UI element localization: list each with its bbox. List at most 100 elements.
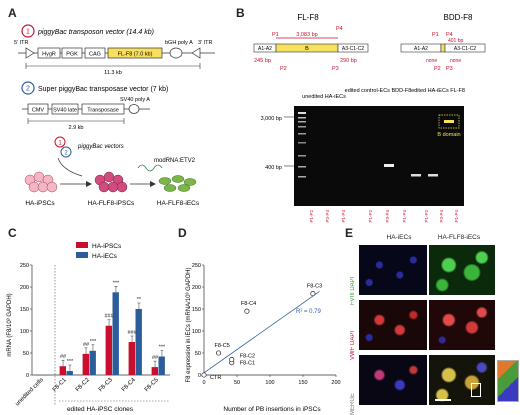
c-x-tick-label: F8-C4 xyxy=(121,377,137,393)
c-significance: *** xyxy=(90,339,97,345)
ipsc-cluster xyxy=(24,171,58,193)
panel-e: HA-iECs HA-FLF8-iECs FVIII DAPI VWF DAPI… xyxy=(345,225,520,415)
fl-bp290: 290 bp xyxy=(340,58,357,64)
c-bar-ha-ipscs-3 xyxy=(105,325,112,375)
d-y-tick-label: 250 xyxy=(192,263,201,269)
fl-a1a2: A1-A2 xyxy=(258,46,272,52)
lane-primer-label: P1-P2 xyxy=(368,210,373,223)
d-y-tick-label: 50 xyxy=(195,351,201,357)
bdd-p3: P3 xyxy=(446,66,453,72)
step1-circle xyxy=(21,24,35,38)
e-row1-label: FVIII DAPI xyxy=(350,276,356,305)
flf8-iec-cluster xyxy=(158,175,197,192)
panel-label-a: A xyxy=(8,6,17,20)
e-row2-label: VWF DAPI xyxy=(350,330,356,360)
ladder-top: 3,000 bp xyxy=(261,116,282,122)
d-y-tick-label: 0 xyxy=(198,373,201,379)
c-ylabel: mRNA (F8/10³ GAPDH) xyxy=(7,293,13,356)
cag-label: CAG xyxy=(89,52,101,58)
c-bar-ha-iecs-5 xyxy=(158,356,165,375)
cmv-label: CMV xyxy=(32,108,45,114)
panel-c-bar-chart: mRNA (F8/10³ GAPDH) HA-iPSCs HA-iECs edi… xyxy=(7,242,170,413)
c-legend-ipsc-swatch xyxy=(76,242,88,248)
d-point-f8-c3 xyxy=(310,291,316,297)
bgh-label: bGH poly A xyxy=(165,40,193,46)
c-x-tick-label: F8-C3 xyxy=(98,377,114,393)
pgk-box xyxy=(61,47,83,59)
c-bar-ha-ipscs-1 xyxy=(59,366,66,375)
hygr-label: HygR xyxy=(42,52,56,58)
c-bar-ha-iecs-3 xyxy=(112,292,119,375)
flf8-ipsc-cluster xyxy=(94,171,128,193)
e-col2-header: HA-FLF8-iECs xyxy=(437,234,481,241)
step1-number: 1 xyxy=(26,29,30,36)
workflow-step1: 1 xyxy=(58,141,62,147)
fl-p2: P2 xyxy=(280,66,287,72)
sv40polya-label: SV40 poly A xyxy=(120,97,150,103)
lane-header-2: edited control-ECs BDD-F8 xyxy=(345,88,412,94)
transposase-box xyxy=(81,103,125,115)
ladder xyxy=(298,112,306,178)
bdd-none1: none xyxy=(426,58,437,64)
lane-primer-label: P3-P4 xyxy=(439,210,444,223)
c-bar-ha-iecs-0 xyxy=(43,375,50,376)
c-bar-ha-ipscs-4 xyxy=(128,342,135,375)
vectors-label: piggyBac vectors xyxy=(77,144,124,150)
c-y-tick-label: 100 xyxy=(20,329,29,335)
fl-bp245: 245 bp xyxy=(254,58,271,64)
inset-marker xyxy=(471,383,481,397)
d-x-tick-label: 200 xyxy=(331,380,340,386)
d-ylabel: F8 expression in iECs (mRNA/10³ GAPDH) xyxy=(186,267,192,382)
sv40-label: SV40 late xyxy=(53,108,77,114)
panel-b-diagram: FL-F8 BDD-F8 A1-A2 B A3-C1-C2 3,083 bp P… xyxy=(253,13,486,223)
c-legend-iec-swatch xyxy=(76,252,88,258)
cell1-label: HA-iPSCs xyxy=(25,200,55,207)
cell2-label: HA-FLF8-iPSCs xyxy=(88,200,135,207)
itr3-triangle xyxy=(191,47,201,59)
c-bar-ha-ipscs-2 xyxy=(82,353,89,375)
micrograph-vwf-flf8 xyxy=(429,300,495,350)
d-point-f8-c2 xyxy=(229,357,235,363)
c-significance: ## xyxy=(152,355,159,361)
bdd-p2: P2 xyxy=(434,66,441,72)
c-significance: ## xyxy=(83,342,90,348)
fl-p3: P3 xyxy=(332,66,339,72)
c-significance: ** xyxy=(137,297,142,303)
c-legend-iec: HA-iECs xyxy=(92,253,118,260)
c-legend-ipsc: HA-iPSCs xyxy=(92,243,122,250)
fl-p4: P4 xyxy=(336,26,343,32)
lane-primer-label: P3-P4 xyxy=(325,210,330,223)
c-significance: ## xyxy=(60,354,67,360)
cmv-box xyxy=(27,103,49,115)
micrograph-merge-inset xyxy=(497,360,519,402)
d-y-tick-label: 150 xyxy=(192,307,201,313)
itr5-label: 5' ITR xyxy=(14,40,29,46)
d-point-label: F8-C5 xyxy=(215,343,230,349)
band-fl-p3p4 xyxy=(428,174,438,177)
micrograph-fviii-flf8 xyxy=(429,245,495,295)
c-xlabel: edited HA-iPSC clones xyxy=(67,406,134,413)
d-regression-line xyxy=(203,291,320,374)
d-point-label: F8-C3 xyxy=(307,284,322,290)
c-bar-ha-ipscs-0 xyxy=(36,375,43,376)
bdd-a3c1c2: A3-C1-C2 xyxy=(454,46,476,52)
c-significance: *** xyxy=(113,280,120,286)
c-significance: *** xyxy=(159,345,166,351)
c-y-tick-label: 200 xyxy=(20,285,29,291)
d-x-tick-label: 0 xyxy=(202,380,205,386)
gel-image xyxy=(294,106,464,206)
e-row3-label: MERGE xyxy=(350,392,356,415)
fl-p1: P1 xyxy=(272,32,279,38)
fl-title: FL-F8 xyxy=(297,13,319,22)
d-r2: R² = 0.79 xyxy=(296,309,322,315)
size2-label: 2.9 kb xyxy=(69,125,84,131)
scale-bar xyxy=(435,399,451,401)
fl-b: B xyxy=(305,46,309,52)
transposase-label: Transposase xyxy=(87,108,119,114)
d-point-f8-c5 xyxy=(215,350,222,356)
fl-a3c1c2: A3-C1-C2 xyxy=(342,46,364,52)
lane-header-3: edited HA-iECs FL-F8 xyxy=(411,88,465,94)
size1-label: 11.3 kb xyxy=(104,70,122,76)
d-x-tick-label: 150 xyxy=(298,380,307,386)
band-bdd-p1p4 xyxy=(384,164,394,167)
